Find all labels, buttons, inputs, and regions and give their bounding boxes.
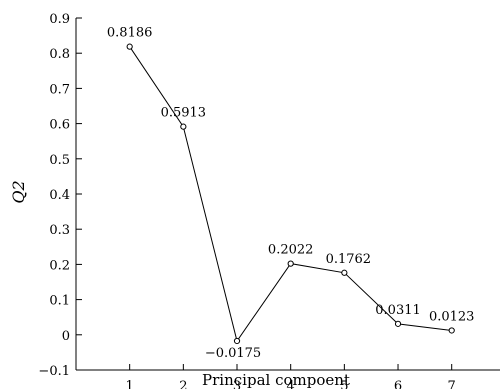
y-tick-label: 0.8 (49, 47, 70, 62)
data-labels-layer: 0.8186 0.5913 −0.0175 0.2022 0.1762 0.0311 0.0… (107, 26, 475, 361)
data-point (287, 260, 294, 267)
y-tick-label: 0 (62, 329, 70, 344)
y-tick-label: 0.6 (49, 118, 70, 133)
y-tick-label: 0.2 (49, 258, 70, 273)
series-layer (126, 43, 455, 345)
y-tick-label: 0.1 (49, 294, 70, 309)
y-tick-label: 0.4 (49, 188, 70, 203)
data-label: 0.0311 (375, 303, 421, 318)
y-tick-label: 0.3 (49, 223, 70, 238)
x-axis-title: Principal compoent (202, 371, 350, 389)
x-tick-label: 2 (179, 379, 187, 389)
x-tick-label: 7 (448, 379, 456, 389)
data-point (341, 269, 348, 276)
data-label: 0.0123 (429, 309, 475, 324)
y-tick-label: 0.7 (49, 82, 70, 97)
data-label: 0.1762 (326, 252, 372, 267)
data-point (448, 327, 455, 334)
x-tick-label: 5 (340, 379, 348, 389)
data-point (233, 337, 241, 345)
y-tick-label: 0.9 (49, 12, 70, 27)
data-label: 0.8186 (107, 26, 153, 41)
data-point (394, 320, 402, 327)
data-label: 0.2022 (268, 243, 314, 258)
x-tick-label: 6 (394, 379, 402, 389)
x-tick-label: 1 (126, 379, 134, 389)
axes: −0.1 0 0.1 0.2 0.3 0.4 0.5 0.6 0.7 0.8 0.9 1 2 3 4 5 6 7 (38, 12, 500, 389)
data-label: 0.5913 (161, 106, 207, 121)
x-tick-label: 4 (287, 379, 295, 389)
x-tick-label: 3 (233, 379, 241, 389)
series-line (129, 46, 452, 343)
data-point (126, 43, 133, 50)
y-tick-label: 0.5 (49, 153, 70, 168)
y-tick-label: −0.1 (38, 364, 70, 379)
data-point (180, 123, 187, 130)
data-label: −0.0175 (205, 346, 261, 361)
y-axis-title: Q2 (9, 180, 28, 203)
